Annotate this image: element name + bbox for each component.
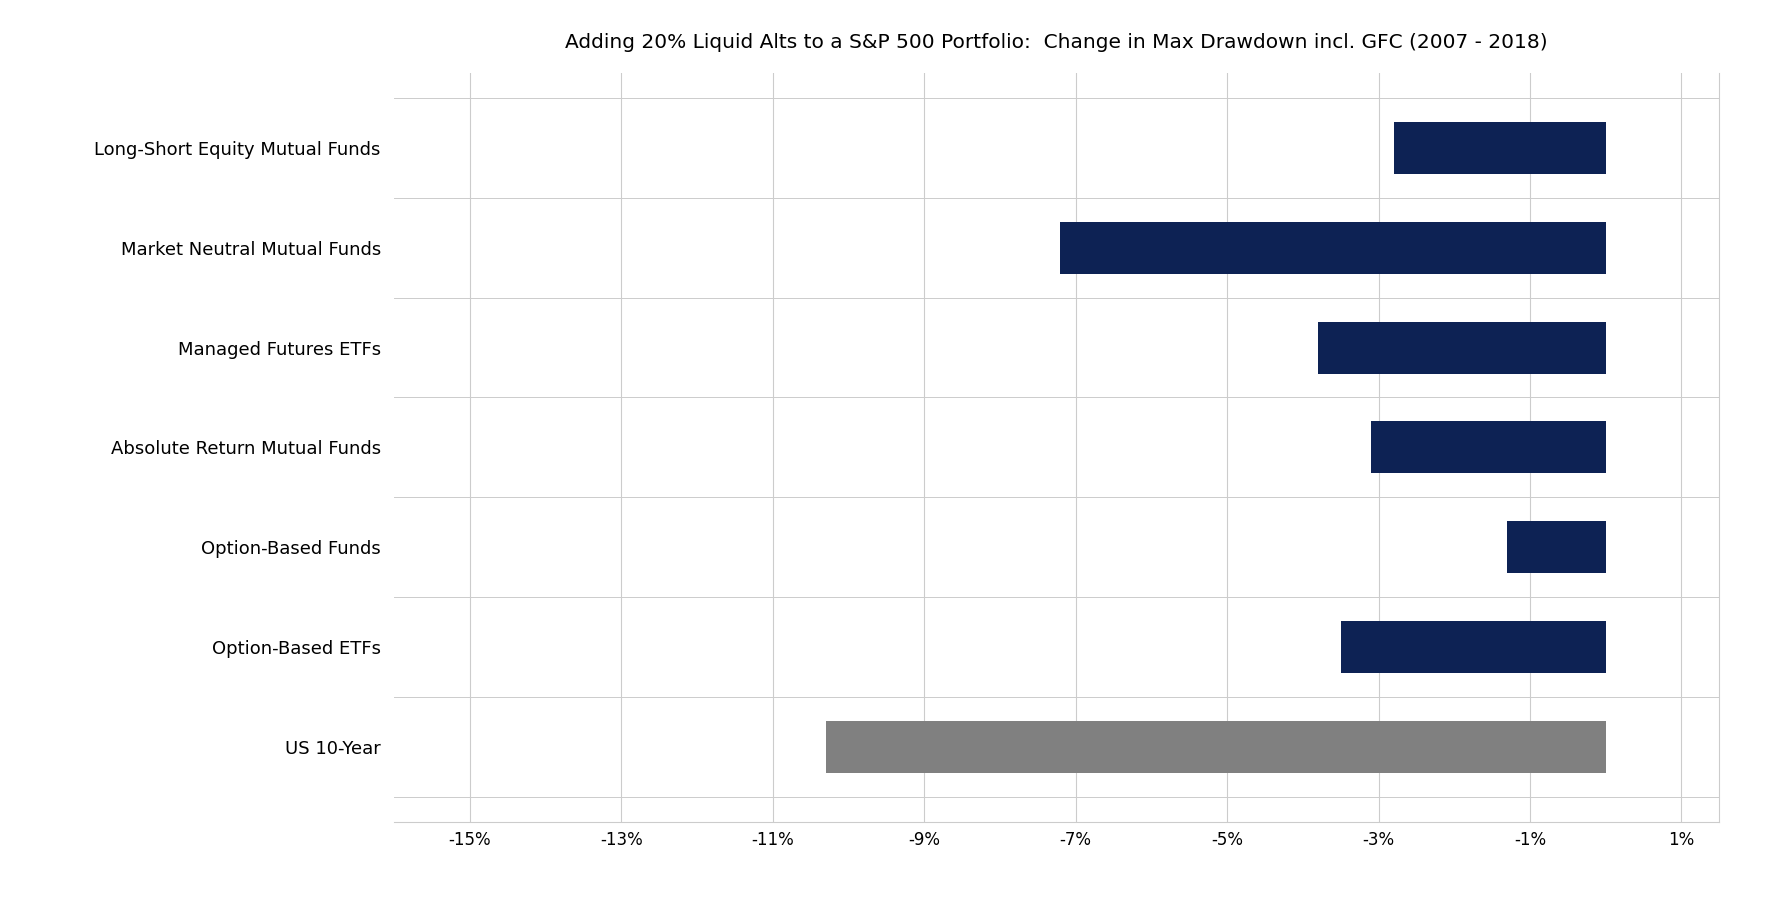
Title: Adding 20% Liquid Alts to a S&P 500 Portfolio:  Change in Max Drawdown incl. GFC: Adding 20% Liquid Alts to a S&P 500 Port… (566, 33, 1547, 52)
Bar (1393, 122, 1607, 173)
Bar (826, 721, 1607, 772)
Bar (1318, 321, 1607, 373)
Bar (1341, 621, 1607, 673)
Bar (1508, 521, 1607, 573)
Bar (1060, 222, 1607, 274)
Bar (1370, 422, 1607, 473)
